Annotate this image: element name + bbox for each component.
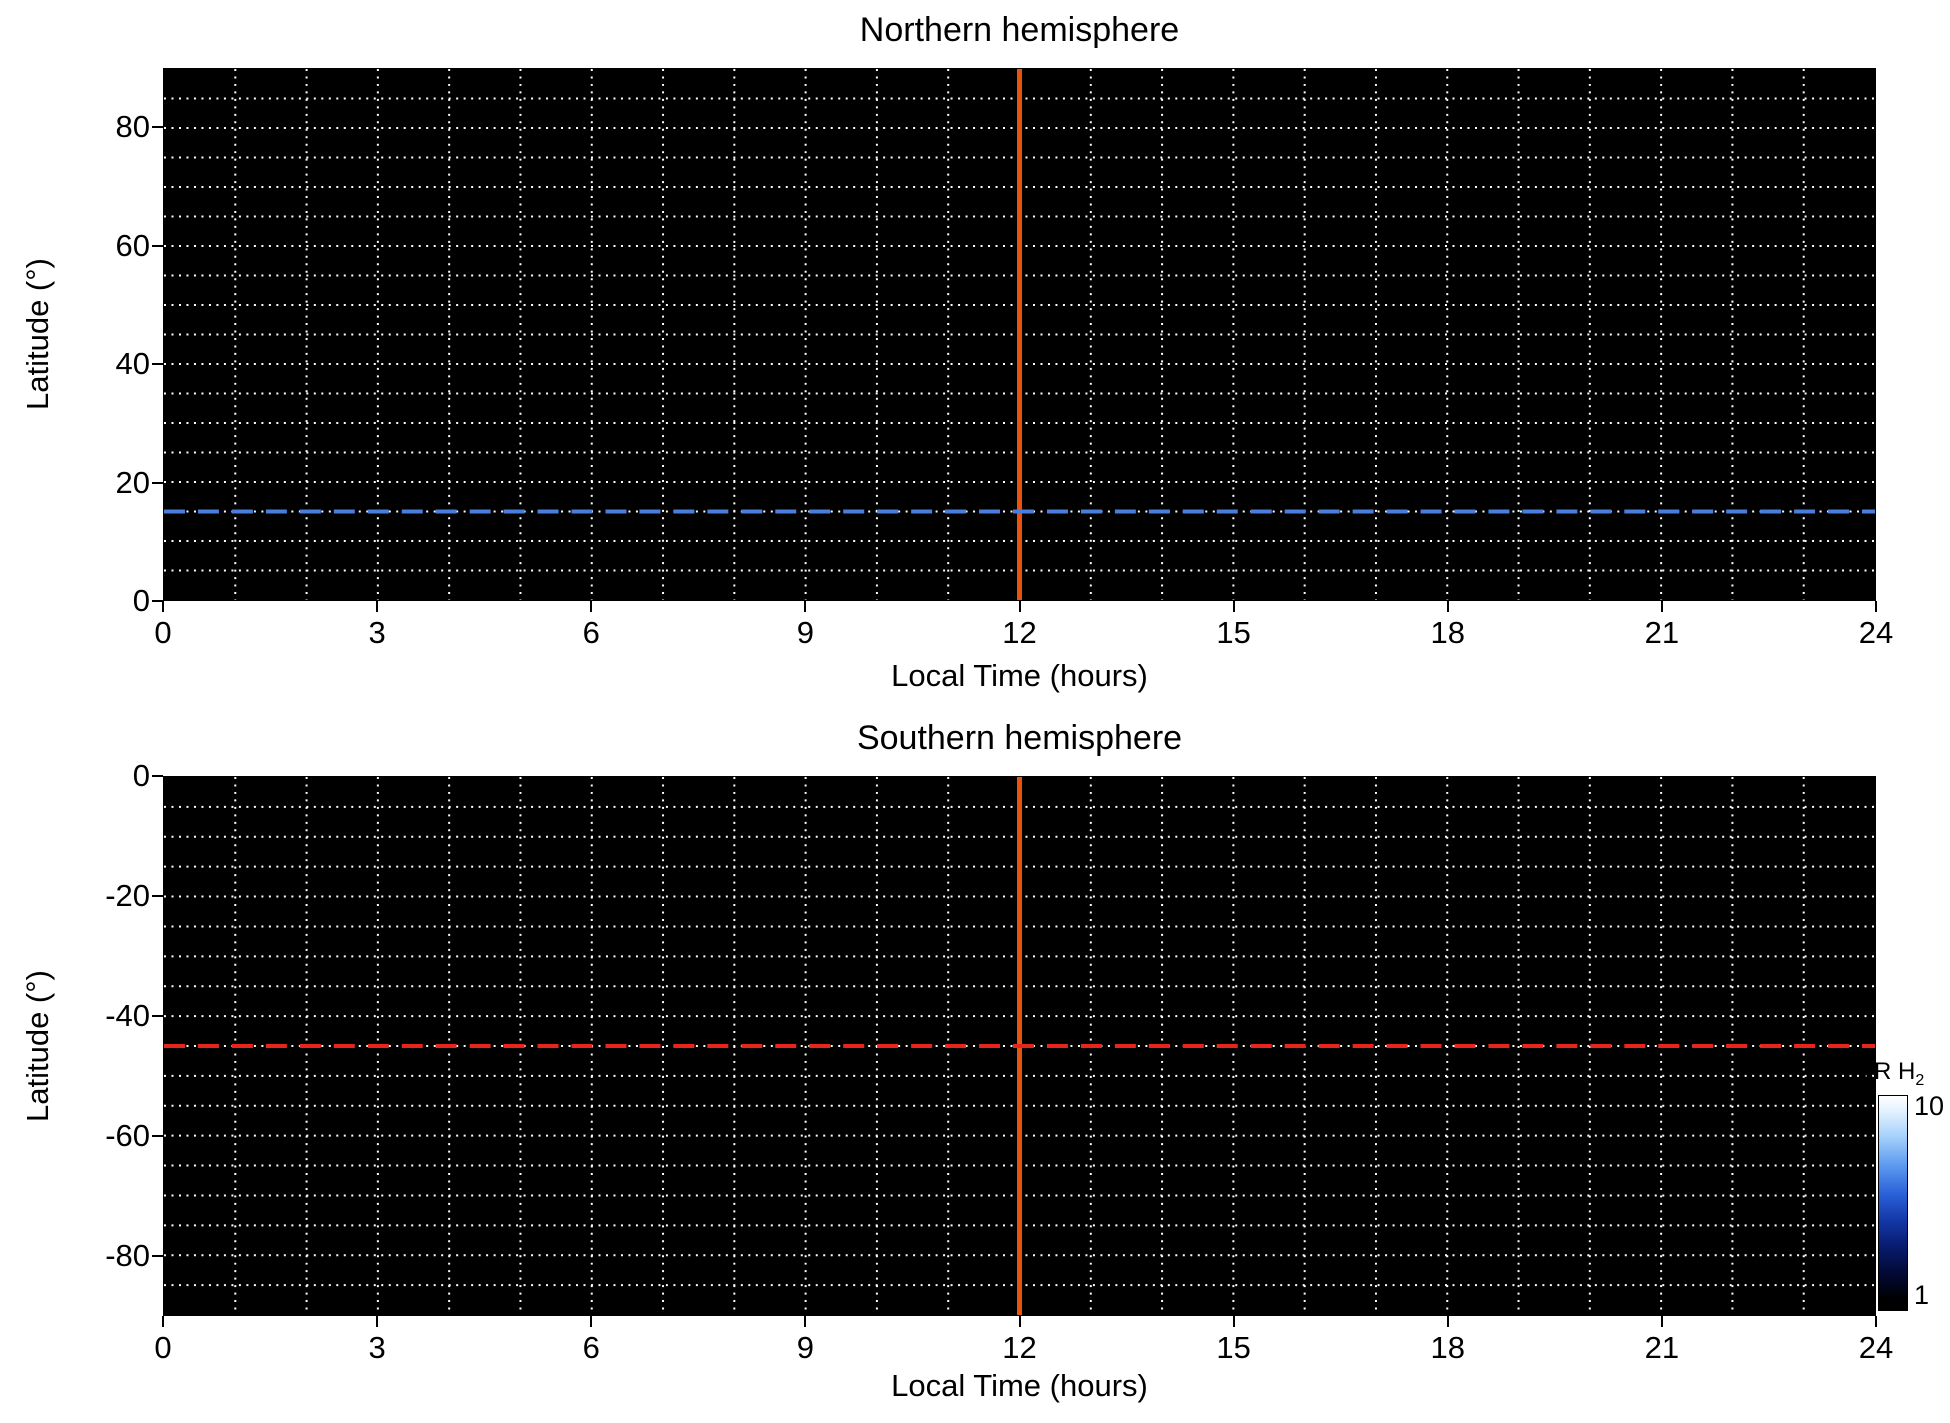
x-tick-mark	[1446, 1316, 1449, 1327]
colorbar-gradient	[1878, 1095, 1908, 1311]
x-tick-mark	[804, 1316, 807, 1327]
y-tick-label: -80	[105, 1238, 150, 1273]
x-tick-mark	[376, 601, 379, 612]
x-tick-mark	[162, 1316, 164, 1327]
x-tick-label: 18	[1430, 1330, 1465, 1365]
x-tick-label: 24	[1858, 1330, 1894, 1365]
y-tick-label: -60	[105, 1118, 150, 1153]
y-tick-mark	[152, 244, 163, 247]
x-tick-label: 6	[582, 615, 600, 650]
y-tick-mark	[152, 481, 163, 484]
y-tick-label: 80	[115, 109, 150, 145]
x-tick-mark	[376, 1316, 379, 1327]
x-tick-label: 15	[1216, 615, 1251, 650]
y-tick-label: 0	[132, 583, 150, 618]
x-tick-mark	[1660, 601, 1663, 612]
y-tick-mark	[152, 1135, 163, 1137]
x-tick-label: 15	[1216, 1330, 1251, 1365]
colorbar-label-sub: 2	[1915, 1071, 1925, 1089]
x-tick-mark	[590, 601, 593, 612]
y-tick-mark	[152, 1015, 163, 1017]
x-tick-mark	[1018, 601, 1021, 612]
y-tick-label: -40	[105, 998, 150, 1033]
x-tick-mark	[1660, 1316, 1663, 1327]
x-tick-label: 0	[154, 1330, 172, 1365]
x-tick-mark	[1875, 601, 1877, 612]
y-tick-label: 60	[115, 227, 150, 263]
y-tick-mark	[152, 895, 163, 897]
x-tick-label: 3	[368, 1330, 386, 1365]
x-tick-label: 9	[796, 615, 814, 650]
colorbar-min-label: 1	[1914, 1280, 1930, 1310]
y-tick-label: -20	[105, 878, 150, 913]
x-tick-mark	[590, 1316, 593, 1327]
y-tick-mark	[152, 775, 163, 777]
y-axis-label-south: Latitude (°)	[20, 970, 55, 1122]
y-tick-mark	[152, 600, 163, 602]
x-axis-label-south: Local Time (hours)	[891, 1368, 1148, 1403]
x-tick-label: 21	[1644, 1330, 1680, 1365]
plot-area-north	[163, 68, 1876, 601]
x-tick-label: 18	[1430, 615, 1465, 650]
y-tick-label: 0	[132, 758, 150, 793]
plot-canvas-south	[164, 777, 1875, 1315]
y-tick-label: 40	[115, 346, 150, 382]
x-tick-label: 24	[1858, 615, 1894, 650]
x-tick-label: 12	[1002, 1330, 1037, 1365]
x-tick-mark	[1875, 1316, 1877, 1327]
y-tick-mark	[152, 126, 163, 129]
colorbar-label: kR H2	[1862, 1058, 1924, 1095]
x-tick-mark	[1446, 601, 1449, 612]
x-tick-label: 9	[796, 1330, 814, 1365]
y-axis-label-north: Latitude (°)	[20, 258, 55, 410]
panel-title-south: Southern hemisphere	[856, 719, 1183, 757]
x-tick-mark	[1232, 1316, 1235, 1327]
panel-title-north: Northern hemisphere	[859, 11, 1180, 49]
x-tick-label: 6	[582, 1330, 600, 1365]
y-tick-label: 20	[115, 464, 150, 500]
x-axis-label-north: Local Time (hours)	[891, 658, 1148, 693]
x-tick-mark	[1232, 601, 1235, 612]
y-tick-mark	[152, 1255, 163, 1257]
x-tick-label: 12	[1002, 615, 1037, 650]
plot-area-south	[163, 776, 1876, 1316]
plot-canvas-north	[164, 69, 1875, 600]
x-tick-label: 21	[1644, 615, 1680, 650]
y-tick-mark	[152, 363, 163, 366]
x-tick-mark	[1018, 1316, 1021, 1327]
colorbar-max-label: 10	[1914, 1091, 1945, 1121]
x-tick-mark	[804, 601, 807, 612]
x-tick-label: 3	[368, 615, 386, 650]
colorbar-label-main: kR H	[1862, 1058, 1916, 1085]
x-tick-mark	[162, 601, 164, 612]
x-tick-label: 0	[154, 615, 172, 650]
